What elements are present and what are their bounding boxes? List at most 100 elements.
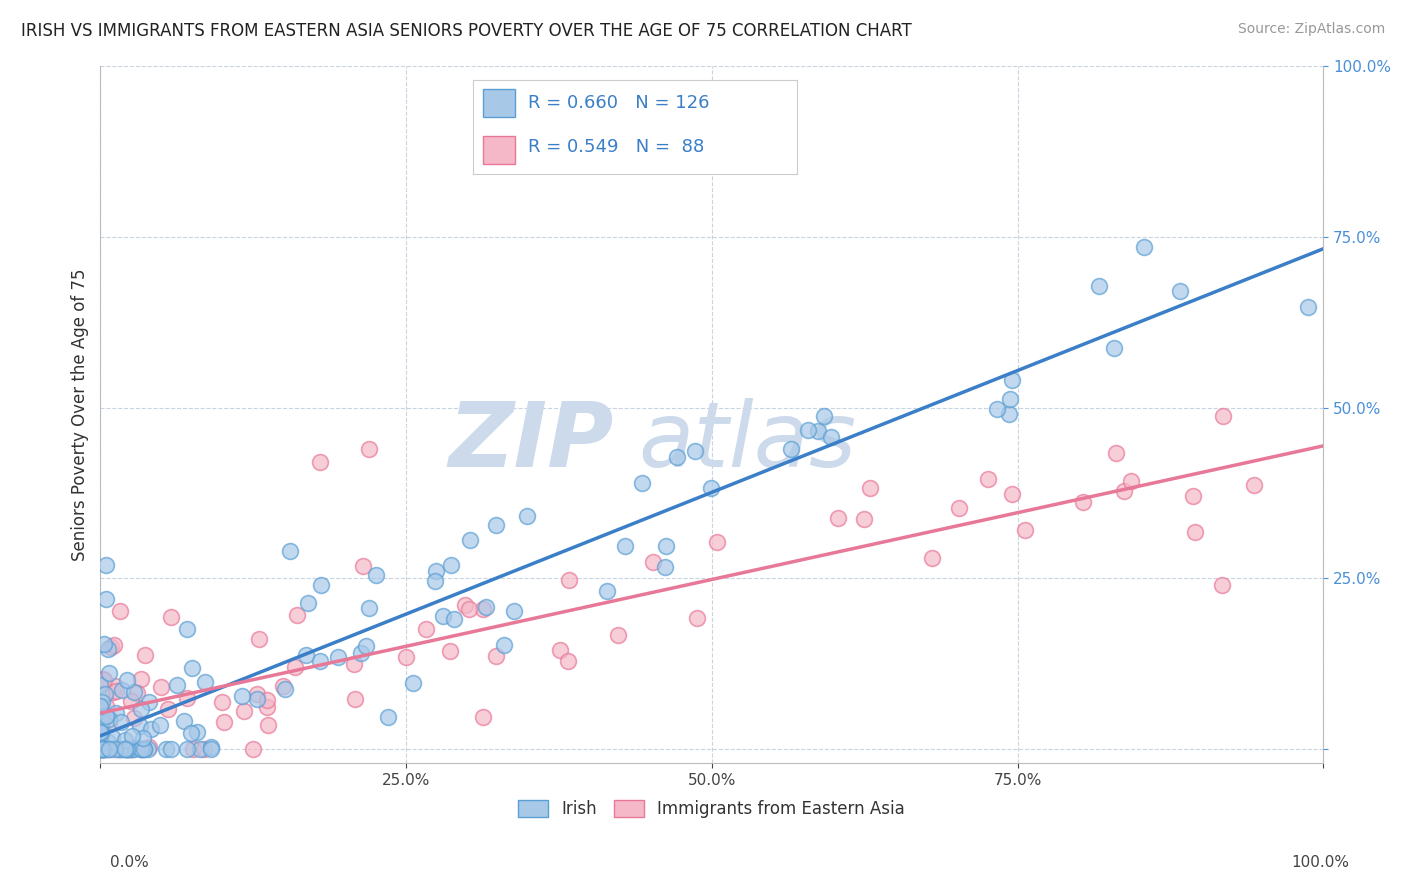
Point [1001, 487, 1024, 501]
Point [114, 732, 136, 747]
Point [278, 543, 301, 558]
Point [90, 742, 112, 756]
Point [853, 512, 876, 526]
Point [150, 680, 173, 694]
Point [132, 742, 155, 756]
Point [1105, 446, 1128, 460]
Point [89, 676, 111, 690]
Point [131, 731, 153, 745]
Point [90, 742, 112, 756]
Point [122, 742, 145, 756]
Point [813, 409, 835, 423]
Point [115, 742, 138, 756]
Point [91, 672, 114, 686]
Point [485, 517, 508, 532]
Point [654, 559, 676, 574]
Point [1296, 301, 1319, 315]
Point [90, 715, 112, 730]
Point [350, 646, 373, 660]
Point [97, 641, 120, 656]
Point [190, 742, 212, 756]
Point [176, 690, 198, 705]
Point [89, 742, 111, 756]
Point [807, 425, 830, 439]
Point [654, 540, 676, 554]
Point [458, 533, 481, 547]
Point [173, 714, 195, 729]
Point [127, 741, 149, 756]
Point [90, 742, 112, 756]
Point [103, 638, 125, 652]
Point [118, 742, 141, 756]
Point [998, 392, 1021, 406]
Point [131, 742, 153, 756]
Point [131, 742, 153, 756]
Point [90, 726, 112, 740]
Point [121, 729, 143, 743]
Point [115, 742, 138, 756]
Point [131, 672, 153, 686]
Point [1211, 578, 1233, 592]
Point [124, 711, 146, 725]
Point [180, 661, 202, 675]
Point [641, 555, 664, 569]
Point [242, 742, 264, 756]
Point [111, 683, 134, 698]
Point [89, 704, 111, 718]
Point [94, 687, 117, 701]
Point [129, 719, 152, 733]
Point [118, 742, 141, 756]
Point [176, 622, 198, 636]
Point [181, 742, 204, 756]
Point [1114, 483, 1136, 498]
Point [256, 700, 278, 714]
Point [948, 501, 970, 516]
Point [110, 714, 132, 729]
Point [93, 742, 115, 756]
Point [97, 665, 120, 680]
Point [256, 693, 278, 707]
Point [309, 455, 332, 469]
Point [166, 678, 188, 692]
Point [271, 679, 294, 693]
Point [212, 715, 235, 730]
Point [89, 725, 111, 739]
Point [200, 742, 222, 756]
Point [344, 692, 367, 706]
Point [700, 481, 723, 495]
Point [415, 622, 437, 636]
Point [494, 638, 516, 652]
Point [96, 558, 118, 572]
Point [117, 742, 139, 756]
Point [89, 699, 111, 714]
Point [132, 742, 155, 756]
Point [295, 648, 318, 662]
Point [1181, 489, 1204, 503]
Point [138, 739, 160, 754]
Point [246, 687, 269, 701]
Point [1121, 474, 1143, 488]
Point [115, 742, 138, 756]
Point [472, 709, 495, 723]
Point [606, 628, 628, 642]
Y-axis label: Seniors Poverty Over the Age of 75: Seniors Poverty Over the Age of 75 [72, 268, 89, 560]
Point [108, 742, 131, 756]
Point [472, 602, 495, 616]
Point [308, 654, 330, 668]
Point [90, 742, 112, 756]
Point [247, 632, 270, 647]
Point [114, 742, 136, 756]
Point [1212, 409, 1234, 424]
Point [1014, 524, 1036, 538]
Point [90, 714, 112, 728]
Text: Source: ZipAtlas.com: Source: ZipAtlas.com [1237, 22, 1385, 37]
Point [475, 599, 498, 614]
Point [394, 650, 416, 665]
Point [706, 534, 728, 549]
Point [193, 742, 215, 756]
Point [104, 742, 127, 756]
Point [458, 602, 481, 616]
Point [631, 475, 654, 490]
Point [96, 708, 118, 723]
Point [91, 739, 114, 754]
